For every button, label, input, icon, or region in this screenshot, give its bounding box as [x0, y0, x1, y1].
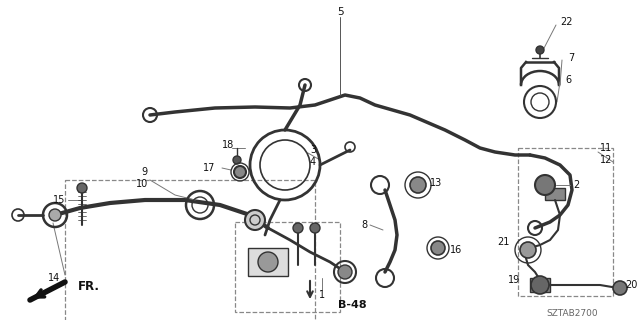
Circle shape [310, 223, 320, 233]
Text: 4: 4 [310, 157, 316, 167]
Circle shape [233, 156, 241, 164]
Circle shape [520, 242, 536, 258]
Text: 6: 6 [565, 75, 571, 85]
Text: FR.: FR. [78, 281, 100, 293]
Circle shape [49, 209, 61, 221]
Circle shape [338, 265, 352, 279]
Text: 9: 9 [142, 167, 148, 177]
Circle shape [531, 276, 549, 294]
Text: 5: 5 [337, 7, 343, 17]
Text: 11: 11 [600, 143, 612, 153]
Text: B-48: B-48 [338, 300, 367, 310]
Text: 10: 10 [136, 179, 148, 189]
Text: SZTAB2700: SZTAB2700 [547, 309, 598, 318]
Text: 19: 19 [508, 275, 520, 285]
Text: 13: 13 [430, 178, 442, 188]
Bar [65, 180, 315, 320]
Bar [530, 278, 550, 292]
Bar [235, 222, 340, 312]
Bar [518, 148, 613, 296]
Circle shape [410, 177, 426, 193]
Circle shape [535, 175, 555, 195]
Text: 17: 17 [203, 163, 215, 173]
Circle shape [613, 281, 627, 295]
Text: 21: 21 [498, 237, 510, 247]
Text: 15: 15 [52, 195, 65, 205]
Circle shape [245, 210, 265, 230]
Circle shape [431, 241, 445, 255]
Text: 20: 20 [625, 280, 637, 290]
Text: 7: 7 [568, 53, 574, 63]
Text: 2: 2 [573, 180, 579, 190]
Text: 3: 3 [310, 145, 316, 155]
Text: 16: 16 [450, 245, 462, 255]
Text: 18: 18 [222, 140, 234, 150]
Circle shape [234, 166, 246, 178]
Circle shape [536, 46, 544, 54]
Text: 8: 8 [362, 220, 368, 230]
Circle shape [258, 252, 278, 272]
Bar [248, 248, 288, 276]
Text: 12: 12 [600, 155, 612, 165]
Circle shape [293, 223, 303, 233]
Text: 14: 14 [48, 273, 60, 283]
Circle shape [77, 183, 87, 193]
Text: 1: 1 [319, 290, 325, 300]
Text: 22: 22 [560, 17, 573, 27]
Bar [545, 188, 565, 200]
